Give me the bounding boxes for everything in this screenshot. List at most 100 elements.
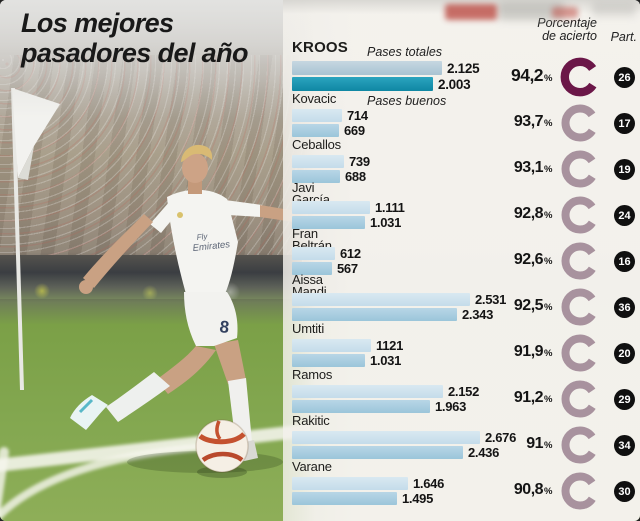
bar-line-total: 612 <box>292 246 361 261</box>
appearances-badge: 26 <box>614 67 635 88</box>
player-rows: KROOS 2.125 2.003 94,2% 26 Kovacic 714 669 93,7%… <box>292 39 636 510</box>
bar-good <box>292 446 463 459</box>
bar-value-total: 1.646 <box>413 476 445 491</box>
bar-line-good: 2.343 <box>292 307 506 322</box>
accuracy-donut-icon <box>561 242 599 280</box>
player-row-javi-garcia: Javi García 1.111 1.031 92,8% 24 <box>292 181 636 234</box>
pass-bars: 2.152 1.963 <box>292 383 479 414</box>
accuracy-value: 91,9% <box>513 343 553 360</box>
bar-line-total: 1121 <box>292 338 403 353</box>
bar-line-good: 567 <box>292 261 361 276</box>
accuracy-donut-icon <box>561 196 599 234</box>
player-row-kroos: KROOS 2.125 2.003 94,2% 26 <box>292 39 636 97</box>
bar-line-good: 2.436 <box>292 445 516 460</box>
legend-pases-totales: Pases totales <box>367 45 443 59</box>
player-name: KROOS <box>292 39 349 56</box>
bar-line-total: 2.152 <box>292 384 479 399</box>
appearances-badge: 36 <box>614 297 635 318</box>
bar-value-good: 669 <box>344 123 365 138</box>
accuracy-value: 93,7% <box>513 113 553 130</box>
player-name: Umtiti <box>292 321 325 336</box>
accuracy-value: 93,1% <box>513 159 553 176</box>
pass-bars: 1.111 1.031 <box>292 199 405 230</box>
accuracy-value: 91% <box>526 435 552 452</box>
player-name: Kovacic <box>292 91 337 106</box>
bar-line-total: 1.111 <box>292 200 405 215</box>
jersey <box>167 189 238 294</box>
appearances-badge: 17 <box>614 113 635 134</box>
pass-bars: 739 688 <box>292 153 370 184</box>
bar-value-good: 1.963 <box>435 399 467 414</box>
bar-value-good: 1.495 <box>402 491 434 506</box>
bar-good <box>292 308 457 321</box>
bar-value-total: 739 <box>349 154 370 169</box>
accuracy-donut-icon <box>561 150 599 188</box>
column-header-accuracy: Porcentaje de acierto <box>537 17 597 43</box>
accuracy-value: 92,5% <box>513 297 553 314</box>
bar-value-total: 1.111 <box>375 200 405 215</box>
title-line1: Los mejores <box>21 8 174 38</box>
bar-line-good: 1.031 <box>292 353 403 368</box>
player-row-aissa-mandi: Aissa Mandi 2.531 2.343 92,5% 36 <box>292 273 636 326</box>
bar-value-good: 567 <box>337 261 358 276</box>
scoreboard-blur <box>592 1 636 16</box>
bar-good <box>292 170 340 183</box>
pass-bars: 1121 1.031 <box>292 337 403 368</box>
bar-value-good: 2.436 <box>468 445 500 460</box>
scoreboard-red-blur <box>445 4 497 20</box>
bar-good <box>292 400 430 413</box>
title-line2: pasadores del año <box>21 38 248 68</box>
bar-total <box>292 339 371 352</box>
appearances-badge: 24 <box>614 205 635 226</box>
bar-total <box>292 201 370 214</box>
bar-line-good: 2.003 <box>292 76 479 92</box>
accuracy-donut-icon <box>561 104 599 142</box>
appearances-badge: 34 <box>614 435 635 456</box>
bar-value-good: 2.343 <box>462 307 494 322</box>
bar-good <box>292 216 365 229</box>
bar-good <box>292 124 339 137</box>
scoreboard-red-blur <box>552 7 578 18</box>
pass-bars: 2.125 2.003 <box>292 59 480 92</box>
bar-line-total: 2.125 <box>292 61 480 76</box>
pass-bars: 714 669 <box>292 107 368 138</box>
player-row-rakitic: Rakitic 2.676 2.436 91% 34 <box>292 413 636 464</box>
stats-panel: Porcentaje de acierto Part. Pases totale… <box>283 0 640 521</box>
accuracy-value: 91,2% <box>513 389 553 406</box>
appearances-badge: 29 <box>614 389 635 410</box>
bar-value-good: 688 <box>345 169 366 184</box>
player-row-umtiti: Umtiti 1121 1.031 91,9% 20 <box>292 321 636 372</box>
bar-total <box>292 247 335 260</box>
accuracy-value: 92,8% <box>513 205 553 222</box>
accuracy-donut-icon <box>561 472 599 510</box>
bar-value-good: 2.003 <box>438 76 471 92</box>
ad-boards <box>0 255 302 299</box>
bar-total <box>292 109 342 122</box>
bar-good <box>292 77 433 91</box>
player-name: Ramos <box>292 367 333 382</box>
bar-value-total: 2.531 <box>475 292 507 307</box>
appearances-badge: 16 <box>614 251 635 272</box>
bar-good <box>292 492 397 505</box>
accuracy-donut-icon <box>561 426 599 464</box>
bar-line-total: 2.676 <box>292 430 517 445</box>
bar-value-total: 2.676 <box>485 430 517 445</box>
appearances-badge: 20 <box>614 343 635 364</box>
bar-line-good: 688 <box>292 169 370 184</box>
bar-good <box>292 262 332 275</box>
bar-line-good: 1.495 <box>292 491 444 506</box>
bar-line-total: 1.646 <box>292 476 445 491</box>
pass-bars: 1.646 1.495 <box>292 475 445 506</box>
player-row-ceballos: Ceballos 739 688 93,1% 19 <box>292 137 636 188</box>
accuracy-value: 94,2% <box>510 65 553 85</box>
accuracy-value: 92,6% <box>513 251 553 268</box>
bar-value-good: 1.031 <box>370 353 402 368</box>
bar-value-total: 612 <box>340 246 361 261</box>
scoreboard-blur <box>498 2 564 20</box>
player-name: Rakitic <box>292 413 330 428</box>
bar-value-good: 1.031 <box>370 215 402 230</box>
appearances-badge: 19 <box>614 159 635 180</box>
bar-total <box>292 61 442 75</box>
player-name: Ceballos <box>292 137 341 152</box>
